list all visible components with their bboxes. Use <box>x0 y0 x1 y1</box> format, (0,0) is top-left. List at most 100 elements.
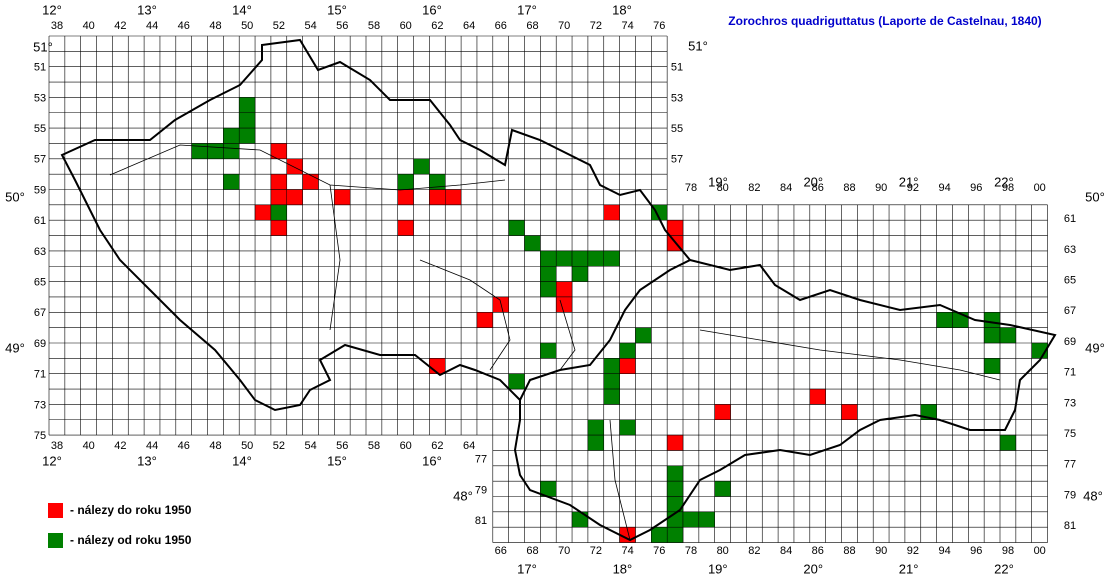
lat-label: 48° <box>453 488 473 503</box>
record-cell <box>619 358 636 374</box>
grid-label: 81 <box>475 515 487 527</box>
record-cell <box>936 312 953 328</box>
record-cell <box>524 235 541 252</box>
record-cell <box>540 342 557 359</box>
grid-label: 67 <box>1064 305 1076 317</box>
grid-label: 62 <box>431 440 443 452</box>
grid-label: 38 <box>51 20 63 32</box>
record-cell <box>238 127 256 144</box>
grid-label: 72 <box>590 20 602 32</box>
record-cell <box>809 388 826 405</box>
lon-label: 19° <box>708 561 728 576</box>
grid-label: 71 <box>1064 367 1076 379</box>
record-cell <box>587 250 605 267</box>
grid-label: 77 <box>475 454 487 466</box>
lon-label: 19° <box>708 174 728 189</box>
grid-label: 38 <box>51 440 63 452</box>
record-cell <box>334 189 351 206</box>
record-cell <box>302 173 319 190</box>
record-cell <box>397 219 414 236</box>
grid-label: 00 <box>1034 545 1046 557</box>
record-cell <box>238 97 256 114</box>
grid-label: 69 <box>34 338 46 350</box>
grid-label: 46 <box>178 20 190 32</box>
grid-label: 55 <box>671 123 683 135</box>
lon-label: 12° <box>42 2 62 17</box>
grid-label: 58 <box>368 20 380 32</box>
grid-label: 44 <box>146 20 158 32</box>
record-cell <box>191 143 208 160</box>
record-cell <box>698 511 715 528</box>
grid-label: 40 <box>83 20 95 32</box>
map-title: Zorochros quadriguttatus (Laporte de Cas… <box>728 14 1041 28</box>
record-cell <box>223 143 240 160</box>
record-cell <box>254 204 272 221</box>
grid-label: 76 <box>653 545 665 557</box>
grid-label: 65 <box>1064 275 1076 287</box>
lon-label: 21° <box>899 174 919 189</box>
grid-label: 62 <box>431 20 443 32</box>
lon-label: 20° <box>803 174 823 189</box>
lat-label: 48° <box>1083 488 1103 503</box>
grid-label: 72 <box>590 545 602 557</box>
record-cell <box>983 327 1001 344</box>
lat-label: 50° <box>1085 189 1105 204</box>
legend-label: - nálezy od roku 1950 <box>70 533 192 547</box>
grid-label: 78 <box>685 182 697 194</box>
grid-label: 57 <box>34 154 46 166</box>
record-cell <box>413 158 430 175</box>
legend-label: - nálezy do roku 1950 <box>70 503 192 517</box>
grid-label: 52 <box>273 440 285 452</box>
grid-label: 64 <box>463 20 475 32</box>
grid-label: 78 <box>685 545 697 557</box>
grid-label: 60 <box>400 20 412 32</box>
grid-label: 92 <box>907 182 919 194</box>
record-cell <box>429 173 446 190</box>
grid-label: 57 <box>671 154 683 166</box>
grid-label: 76 <box>653 20 665 32</box>
grid-label: 66 <box>495 20 507 32</box>
lon-label: 18° <box>613 561 633 576</box>
lon-label: 12° <box>42 453 62 468</box>
grid-label: 63 <box>1064 244 1076 256</box>
record-cell <box>397 189 414 206</box>
grid-label: 98 <box>1002 545 1014 557</box>
grid-label: 51 <box>671 62 683 74</box>
grid-label: 96 <box>970 545 982 557</box>
record-cell <box>619 342 636 359</box>
lon-label: 18° <box>612 2 632 17</box>
lat-label: 49° <box>5 340 25 355</box>
grid-label: 96 <box>970 182 982 194</box>
record-cell <box>508 219 525 236</box>
record-cell <box>571 266 589 282</box>
record-cell <box>540 266 557 282</box>
grid-label: 67 <box>34 307 46 319</box>
grid-label: 50 <box>241 20 253 32</box>
record-cell <box>286 189 303 206</box>
lat-label: 51° <box>688 38 708 53</box>
lon-label: 22° <box>994 174 1014 189</box>
record-cell <box>983 358 1001 374</box>
lat-label: 50° <box>5 189 25 204</box>
lon-label: 21° <box>899 561 919 576</box>
grid-label: 90 <box>875 545 887 557</box>
record-cell <box>540 250 557 267</box>
record-cell <box>603 358 620 374</box>
grid-label: 65 <box>34 277 46 289</box>
grid-label: 51 <box>34 62 46 74</box>
legend-swatch <box>48 503 63 518</box>
record-cell <box>999 327 1017 344</box>
record-cell <box>619 419 636 436</box>
lon-label: 16° <box>422 2 442 17</box>
record-cell <box>651 526 668 543</box>
record-cell <box>492 296 509 313</box>
grid-label: 80 <box>717 545 729 557</box>
lon-label: 13° <box>137 453 157 468</box>
grid-label: 46 <box>178 440 190 452</box>
record-cell <box>666 480 684 497</box>
grid-label: 88 <box>843 545 855 557</box>
grid-label: 64 <box>463 440 475 452</box>
grid-label: 52 <box>273 20 285 32</box>
lon-label: 16° <box>422 453 442 468</box>
grid-label: 56 <box>336 440 348 452</box>
